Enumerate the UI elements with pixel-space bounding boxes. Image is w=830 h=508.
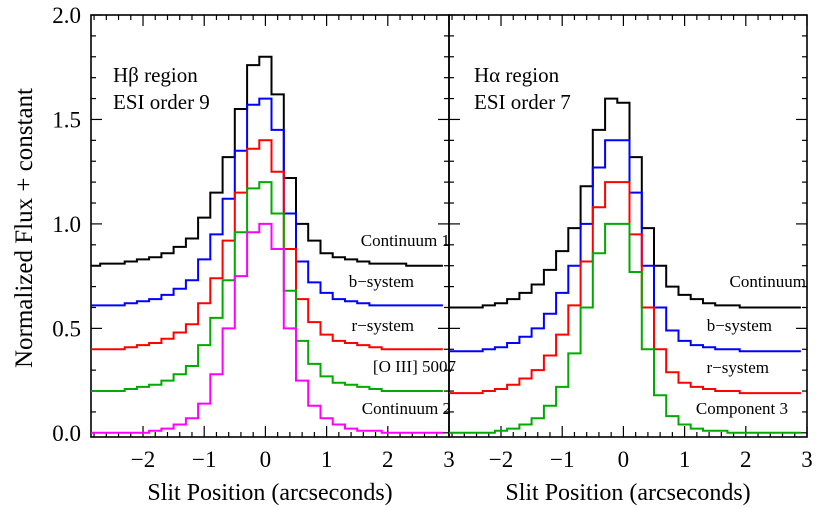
series-line [91, 97, 443, 307]
series-label: Component 3 [696, 399, 788, 418]
region-label: Hα region [474, 63, 560, 87]
series-line [91, 55, 443, 267]
series-label: b−system [349, 272, 414, 291]
series-line [449, 222, 801, 434]
x-tick-label: −1 [550, 447, 574, 472]
x-tick-label: 0 [618, 447, 630, 472]
x-tick-label: 3 [801, 447, 813, 472]
series-line [449, 181, 801, 395]
series-line [449, 97, 801, 309]
panel-halpha: −2 −1 0 1 2 3 Slit Position (arcseconds) Hα reg… [448, 14, 813, 506]
series-label: Continuum 2 [362, 399, 451, 418]
plot-frame [448, 14, 808, 438]
series-line [91, 181, 443, 392]
y-tick-label: 0.5 [52, 316, 81, 341]
x-axis-label: Slit Position (arcseconds) [147, 480, 392, 506]
order-label: ESI order 9 [113, 90, 210, 114]
series-line [91, 139, 443, 351]
series-label: Continuum [729, 272, 806, 291]
panel-hbeta: −2 −1 0 1 2 3 0.0 0.5 1.0 1.5 2.0 Slit Position (ar… [52, 3, 456, 506]
y-tick-label: 1.0 [52, 212, 81, 237]
x-tick-label: 2 [382, 447, 394, 472]
x-tick-label: 1 [679, 447, 691, 472]
x-tick-label: 3 [443, 447, 455, 472]
x-tick-label: −2 [131, 447, 155, 472]
y-tick-label: 1.5 [52, 107, 81, 132]
series-label: Continuum 1 [361, 231, 450, 250]
x-tick-label: 0 [260, 447, 272, 472]
series-line [91, 222, 443, 434]
series-label: r−system [352, 316, 414, 335]
x-tick-label: −2 [489, 447, 513, 472]
order-label: ESI order 7 [474, 90, 571, 114]
region-label: Hβ region [113, 63, 198, 87]
y-tick-label: 2.0 [52, 3, 81, 28]
series-label: b−system [707, 316, 772, 335]
y-axis-label: Normalized Flux + constant [11, 88, 38, 368]
x-axis-label: Slit Position (arcseconds) [505, 480, 750, 506]
series-label: r−system [707, 358, 769, 377]
series-line [449, 139, 801, 353]
series-label: [O III] 5007 [373, 357, 457, 376]
x-tick-label: 2 [740, 447, 752, 472]
x-tick-label: 1 [321, 447, 333, 472]
x-tick-label: −1 [192, 447, 216, 472]
y-tick-label: 0.0 [52, 421, 81, 446]
